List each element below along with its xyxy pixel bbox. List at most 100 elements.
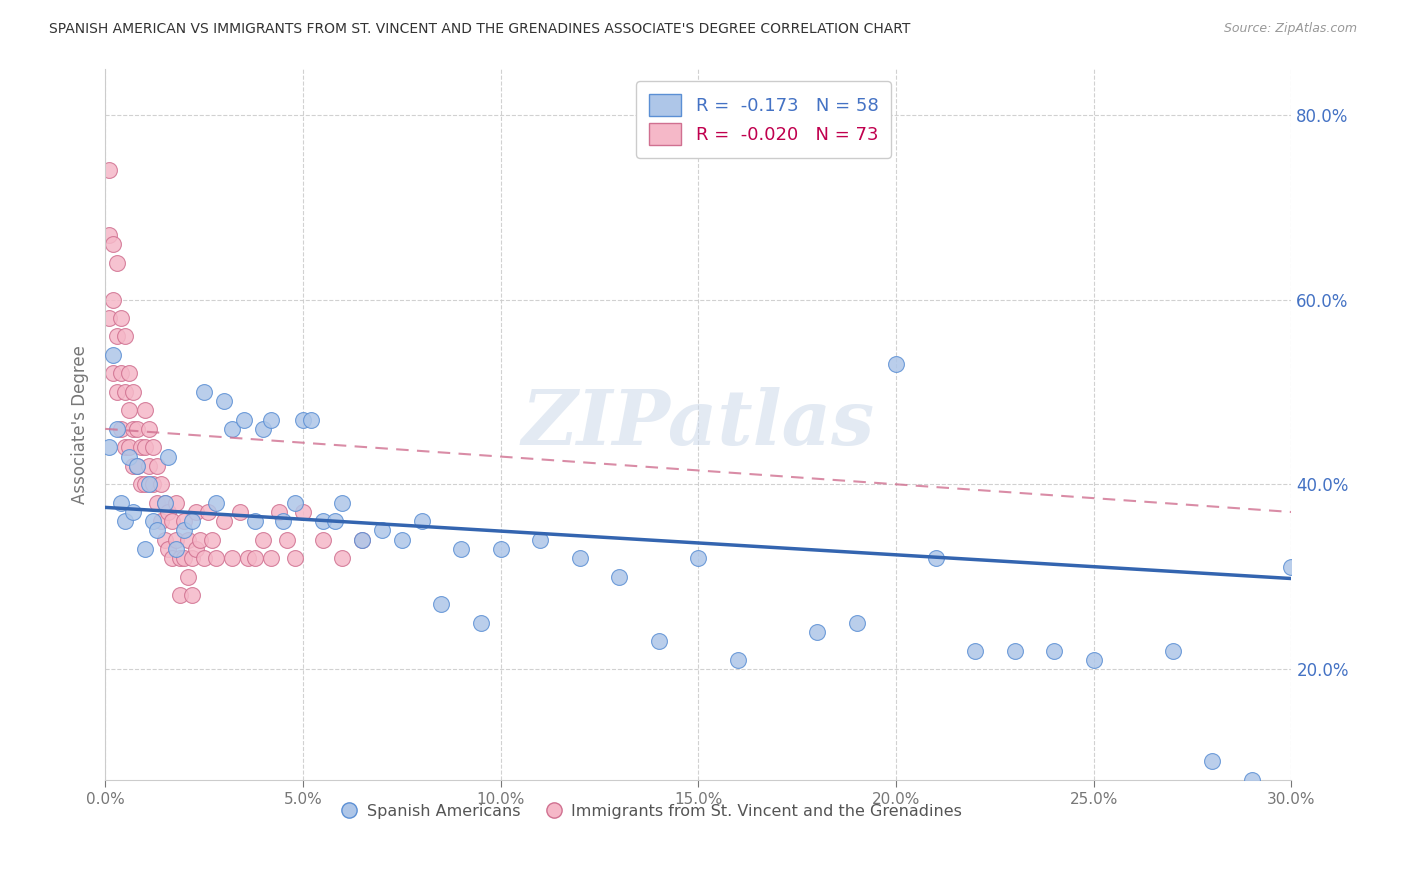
Point bbox=[149, 514, 172, 528]
Point bbox=[201, 533, 224, 547]
Point bbox=[134, 403, 156, 417]
Point bbox=[125, 458, 148, 473]
Point bbox=[430, 598, 453, 612]
Point bbox=[450, 541, 472, 556]
Point bbox=[1240, 772, 1263, 787]
Point bbox=[110, 496, 132, 510]
Point bbox=[271, 514, 294, 528]
Point bbox=[252, 422, 274, 436]
Point bbox=[205, 496, 228, 510]
Point bbox=[529, 533, 551, 547]
Point bbox=[173, 514, 195, 528]
Point bbox=[138, 422, 160, 436]
Point bbox=[173, 551, 195, 566]
Point bbox=[162, 514, 184, 528]
Point bbox=[205, 551, 228, 566]
Point bbox=[98, 163, 121, 178]
Point bbox=[1281, 560, 1303, 574]
Point bbox=[332, 496, 354, 510]
Point bbox=[284, 551, 307, 566]
Point bbox=[845, 615, 868, 630]
Point bbox=[884, 357, 907, 371]
Point bbox=[276, 533, 298, 547]
Point bbox=[924, 551, 946, 566]
Point bbox=[134, 541, 156, 556]
Point bbox=[236, 551, 259, 566]
Point bbox=[177, 533, 200, 547]
Point bbox=[101, 367, 124, 381]
Point bbox=[212, 514, 235, 528]
Point bbox=[153, 496, 176, 510]
Point bbox=[105, 255, 128, 269]
Point bbox=[188, 533, 211, 547]
Point bbox=[134, 477, 156, 491]
Point bbox=[173, 524, 195, 538]
Point bbox=[186, 505, 208, 519]
Point bbox=[138, 458, 160, 473]
Point bbox=[145, 524, 167, 538]
Point bbox=[607, 570, 630, 584]
Point bbox=[122, 505, 145, 519]
Point bbox=[122, 384, 145, 399]
Point bbox=[153, 533, 176, 547]
Point bbox=[134, 440, 156, 454]
Point bbox=[470, 615, 492, 630]
Point bbox=[197, 505, 219, 519]
Point bbox=[245, 551, 267, 566]
Point bbox=[177, 570, 200, 584]
Point bbox=[352, 533, 374, 547]
Point bbox=[181, 588, 204, 602]
Point bbox=[118, 403, 141, 417]
Point bbox=[105, 384, 128, 399]
Point bbox=[149, 477, 172, 491]
Point bbox=[114, 514, 136, 528]
Point bbox=[98, 227, 121, 242]
Point bbox=[688, 551, 710, 566]
Text: Source: ZipAtlas.com: Source: ZipAtlas.com bbox=[1223, 22, 1357, 36]
Point bbox=[129, 440, 152, 454]
Point bbox=[114, 384, 136, 399]
Point bbox=[212, 394, 235, 409]
Legend: Spanish Americans, Immigrants from St. Vincent and the Grenadines: Spanish Americans, Immigrants from St. V… bbox=[333, 797, 969, 825]
Point bbox=[181, 514, 204, 528]
Point bbox=[114, 329, 136, 343]
Point bbox=[181, 551, 204, 566]
Point bbox=[228, 505, 250, 519]
Point bbox=[145, 458, 167, 473]
Point bbox=[411, 514, 433, 528]
Point bbox=[165, 533, 187, 547]
Point bbox=[98, 440, 121, 454]
Point bbox=[101, 237, 124, 252]
Point bbox=[165, 541, 187, 556]
Point bbox=[221, 551, 243, 566]
Point bbox=[806, 625, 828, 640]
Point bbox=[193, 384, 215, 399]
Point bbox=[260, 412, 283, 426]
Point bbox=[142, 477, 165, 491]
Point bbox=[1043, 643, 1066, 657]
Point bbox=[245, 514, 267, 528]
Point bbox=[118, 450, 141, 464]
Point bbox=[232, 412, 254, 426]
Point bbox=[110, 422, 132, 436]
Point bbox=[193, 551, 215, 566]
Y-axis label: Associate's Degree: Associate's Degree bbox=[72, 345, 89, 504]
Point bbox=[291, 505, 314, 519]
Point bbox=[323, 514, 346, 528]
Point bbox=[101, 293, 124, 307]
Point bbox=[332, 551, 354, 566]
Point bbox=[101, 348, 124, 362]
Point bbox=[727, 653, 749, 667]
Point bbox=[965, 643, 987, 657]
Point bbox=[165, 496, 187, 510]
Point bbox=[125, 422, 148, 436]
Point bbox=[153, 496, 176, 510]
Point bbox=[157, 450, 180, 464]
Point bbox=[129, 477, 152, 491]
Text: ZIPatlas: ZIPatlas bbox=[522, 387, 875, 461]
Point bbox=[169, 551, 191, 566]
Point bbox=[114, 440, 136, 454]
Point bbox=[489, 541, 512, 556]
Point bbox=[186, 541, 208, 556]
Point bbox=[299, 412, 322, 426]
